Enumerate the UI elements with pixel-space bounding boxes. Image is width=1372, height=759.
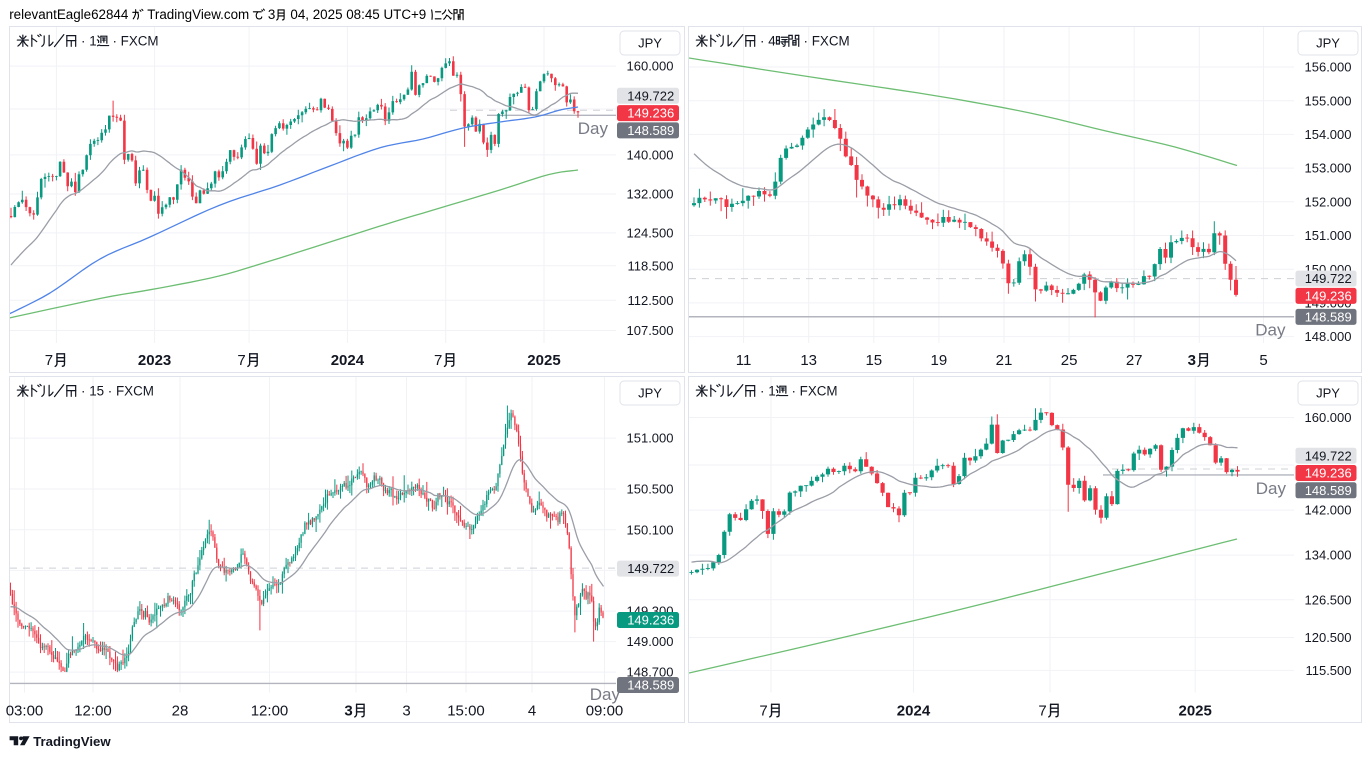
- svg-text:115.500: 115.500: [1305, 663, 1351, 678]
- svg-text:5: 5: [1259, 352, 1267, 369]
- svg-text:154.000: 154.000: [1305, 127, 1352, 142]
- svg-text:15:00: 15:00: [447, 702, 485, 719]
- svg-text:7: 7: [1038, 702, 1046, 719]
- svg-text:149.722: 149.722: [627, 88, 674, 103]
- svg-text:120.500: 120.500: [1305, 630, 1352, 645]
- svg-text:148.589: 148.589: [1305, 483, 1352, 498]
- svg-text:28: 28: [172, 702, 189, 719]
- svg-text:107.500: 107.500: [627, 323, 674, 338]
- svg-text:09:00: 09:00: [586, 702, 624, 719]
- svg-text:3: 3: [402, 702, 410, 719]
- svg-text:160.000: 160.000: [1305, 410, 1352, 425]
- svg-text:2025: 2025: [527, 352, 560, 369]
- svg-text:149.722: 149.722: [627, 561, 674, 576]
- svg-text:3: 3: [344, 702, 352, 719]
- svg-text:2025: 2025: [1179, 702, 1212, 719]
- svg-text:JPY: JPY: [638, 386, 662, 401]
- svg-text:149.236: 149.236: [627, 613, 674, 628]
- svg-text:· FXCM: · FXCM: [788, 383, 838, 398]
- svg-text:160.000: 160.000: [627, 59, 674, 74]
- svg-text:7: 7: [434, 352, 442, 369]
- svg-text:TradingView.com: TradingView.com: [144, 7, 253, 22]
- svg-text:151.000: 151.000: [627, 431, 674, 446]
- svg-text:149.236: 149.236: [1305, 466, 1352, 481]
- svg-text:21: 21: [996, 352, 1013, 369]
- svg-text:118.500: 118.500: [627, 258, 673, 273]
- svg-text:relevantEagle62844: relevantEagle62844: [9, 7, 132, 22]
- svg-text:148.000: 148.000: [1305, 329, 1352, 344]
- svg-text:149.722: 149.722: [1305, 271, 1352, 286]
- svg-text:2023: 2023: [138, 352, 171, 369]
- svg-text:149.236: 149.236: [627, 106, 674, 121]
- svg-text:155.000: 155.000: [1305, 93, 1352, 108]
- svg-text:7: 7: [759, 702, 767, 719]
- svg-text:152.000: 152.000: [1305, 194, 1352, 209]
- svg-text:Day: Day: [578, 119, 609, 138]
- svg-text:156.000: 156.000: [1305, 60, 1352, 75]
- svg-text:03:00: 03:00: [6, 702, 44, 719]
- svg-text:13: 13: [800, 352, 817, 369]
- svg-text:7: 7: [237, 352, 245, 369]
- svg-text:Day: Day: [1256, 479, 1287, 498]
- svg-text:25: 25: [1061, 352, 1078, 369]
- svg-text:· FXCM: · FXCM: [109, 33, 159, 48]
- svg-text:11: 11: [736, 352, 752, 369]
- svg-text:150.100: 150.100: [627, 522, 674, 537]
- svg-text:12:00: 12:00: [251, 702, 289, 719]
- svg-text:132.000: 132.000: [627, 187, 674, 202]
- svg-text:3: 3: [264, 7, 275, 22]
- svg-text:19: 19: [931, 352, 948, 369]
- svg-text:149.000: 149.000: [627, 634, 674, 649]
- svg-text:JPY: JPY: [1316, 36, 1340, 51]
- svg-text:140.000: 140.000: [627, 147, 674, 162]
- svg-text:126.500: 126.500: [1305, 592, 1352, 607]
- svg-text:12:00: 12:00: [74, 702, 112, 719]
- svg-text:· 15 · FXCM: · 15 · FXCM: [77, 383, 154, 398]
- svg-text:· FXCM: · FXCM: [800, 33, 850, 48]
- svg-text:149.722: 149.722: [1305, 448, 1352, 463]
- svg-text:148.589: 148.589: [627, 678, 674, 693]
- svg-text:27: 27: [1126, 352, 1143, 369]
- svg-text:134.000: 134.000: [1305, 548, 1352, 563]
- svg-text:Day: Day: [1255, 320, 1286, 339]
- svg-text:· 1: · 1: [77, 33, 96, 48]
- svg-text:148.589: 148.589: [1305, 309, 1352, 324]
- svg-text:112.500: 112.500: [627, 293, 673, 308]
- svg-text:148.700: 148.700: [627, 665, 674, 680]
- svg-text:2024: 2024: [331, 352, 365, 369]
- svg-text:148.589: 148.589: [627, 123, 674, 138]
- svg-text:2024: 2024: [897, 702, 931, 719]
- svg-text:JPY: JPY: [638, 36, 662, 51]
- svg-text:JPY: JPY: [1316, 386, 1340, 401]
- svg-text:3: 3: [1188, 352, 1196, 369]
- svg-text:Day: Day: [590, 685, 621, 704]
- svg-text:150.500: 150.500: [627, 482, 674, 497]
- svg-text:TradingView: TradingView: [33, 734, 111, 749]
- svg-text:7: 7: [45, 352, 53, 369]
- svg-text:151.000: 151.000: [1305, 228, 1352, 243]
- svg-text:124.500: 124.500: [627, 225, 674, 240]
- svg-text:04, 2025 08:45 UTC+9: 04, 2025 08:45 UTC+9: [287, 7, 430, 22]
- svg-text:142.000: 142.000: [1305, 503, 1352, 518]
- svg-text:· 4: · 4: [756, 33, 776, 48]
- svg-text:15: 15: [865, 352, 882, 369]
- svg-text:· 1: · 1: [756, 383, 775, 398]
- svg-text:149.236: 149.236: [1305, 288, 1352, 303]
- svg-text:4: 4: [528, 702, 536, 719]
- svg-text:153.000: 153.000: [1305, 161, 1352, 176]
